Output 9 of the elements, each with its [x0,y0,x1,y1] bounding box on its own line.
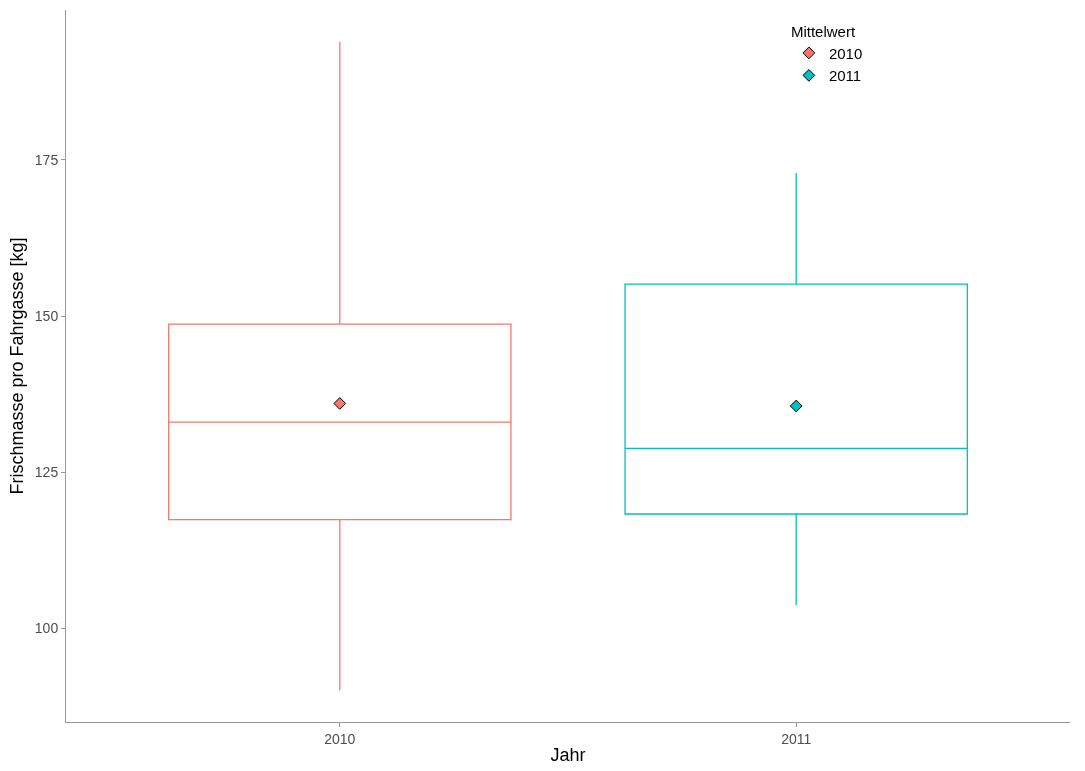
y-tick-label: 175 [34,151,59,168]
y-axis-title: Frischmasse pro Fahrgasse [kg] [7,237,28,495]
y-tick-label: 100 [34,620,59,637]
y-tick-label: 125 [34,464,59,481]
legend-title: Mittelwert [790,22,856,40]
legend-label: 2010 [828,44,863,62]
y-tick-label: 150 [34,307,59,324]
legend-label: 2011 [828,67,862,85]
x-axis-title: Jahr [550,744,586,765]
